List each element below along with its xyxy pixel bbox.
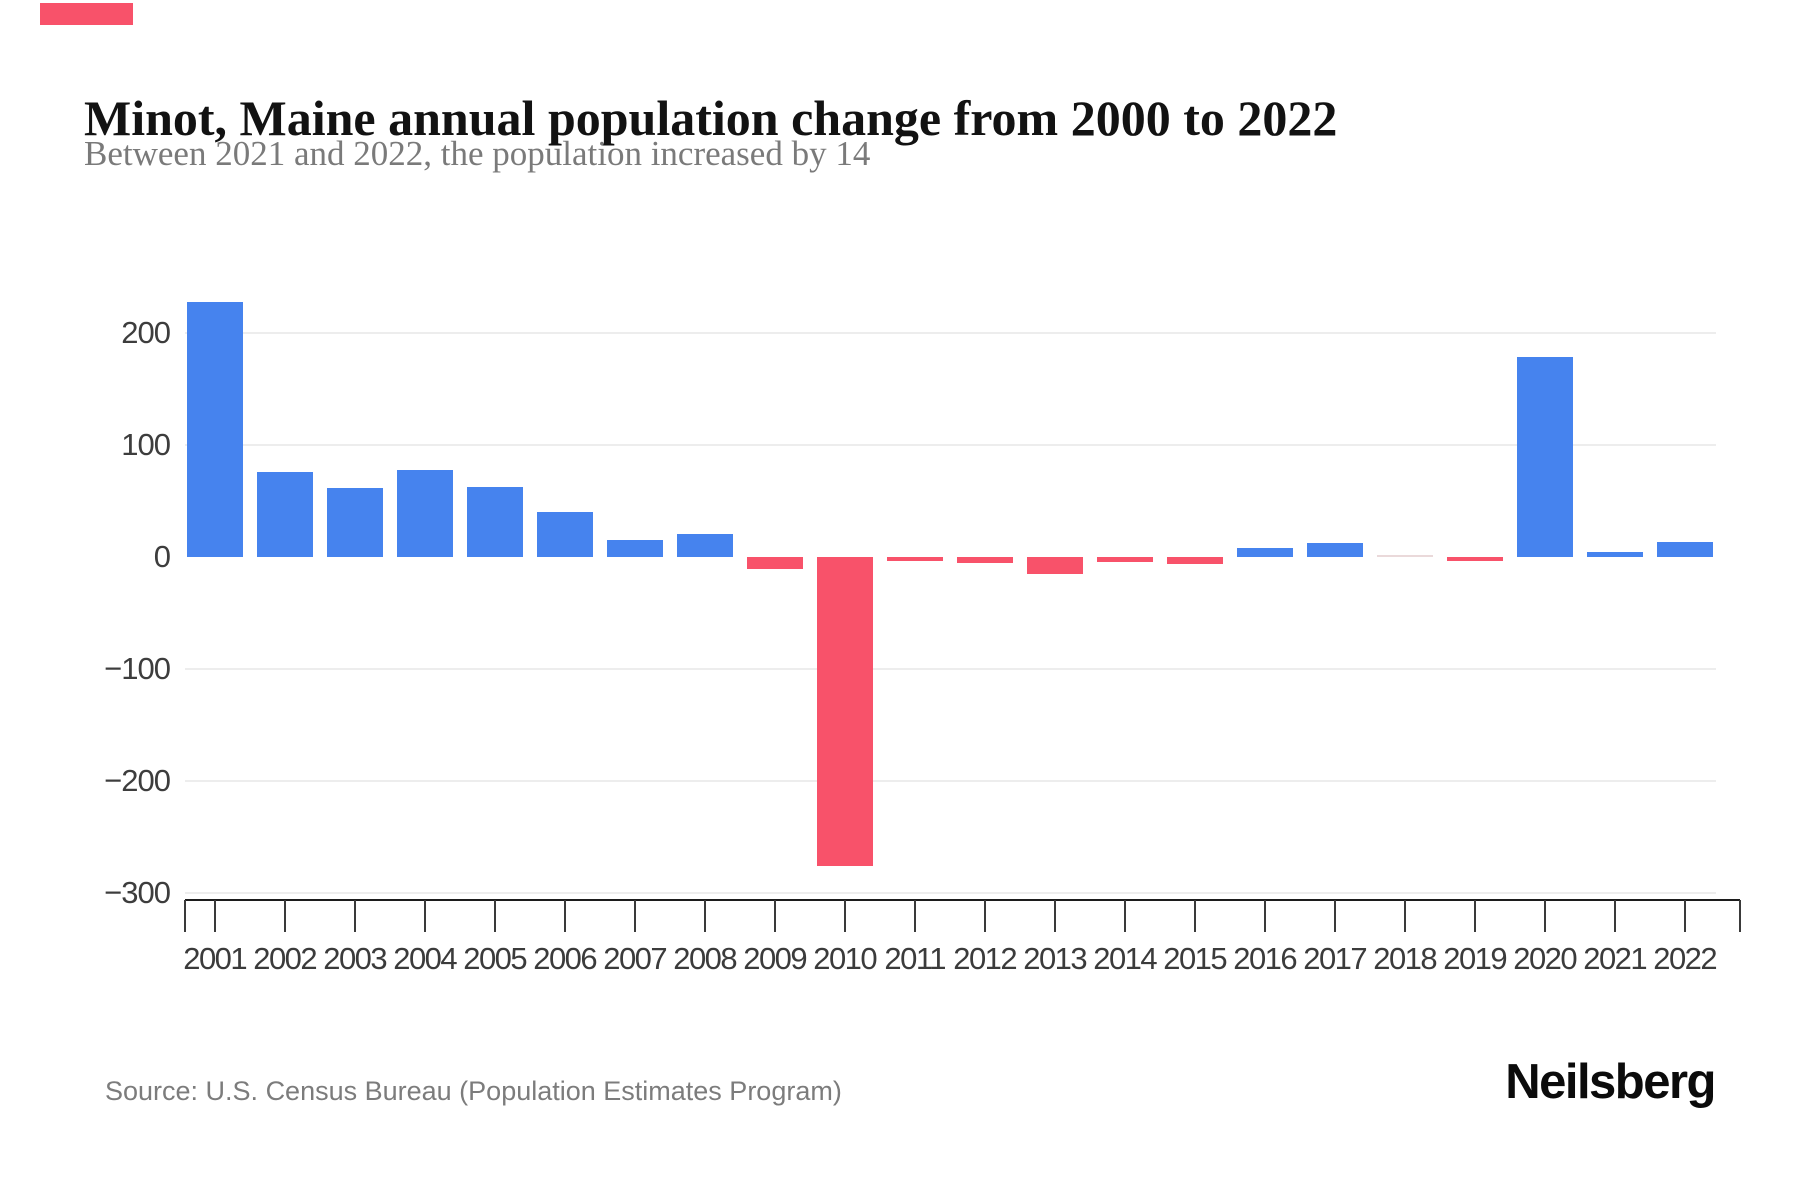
bar-2001[interactable] [186,302,243,558]
y-axis-label--100: −100 [104,651,171,687]
x-axis-label-2021: 2021 [1583,941,1647,976]
x-axis-tick [703,900,706,932]
y-axis-label--200: −200 [104,763,171,799]
header-accent-bar [40,3,133,25]
x-axis-label-2009: 2009 [743,941,807,976]
x-axis-label-2005: 2005 [463,941,527,976]
x-axis-label-2008: 2008 [673,941,737,976]
x-axis-line [185,899,1740,901]
x-axis-label-2015: 2015 [1163,941,1227,976]
bar-2002[interactable] [256,472,313,558]
bar-2012[interactable] [956,557,1013,563]
x-axis-tick [773,900,776,932]
x-axis-tick [353,900,356,932]
x-axis-tick [843,900,846,932]
bar-2011[interactable] [886,557,943,561]
x-axis-label-2002: 2002 [253,941,317,976]
bar-2016[interactable] [1236,548,1293,558]
x-axis-label-2022: 2022 [1653,941,1717,976]
y-axis-label--300: −300 [104,875,171,911]
source-note: Source: U.S. Census Bureau (Population E… [105,1076,842,1106]
x-axis-tick [1403,900,1406,932]
gridline--200 [185,780,1716,783]
gridline--300 [185,892,1716,895]
neilsberg-logo[interactable]: Neilsberg [1505,1055,1716,1109]
bar-2021[interactable] [1586,551,1643,558]
x-axis-label-2020: 2020 [1513,941,1577,976]
gridline-100 [185,444,1716,447]
x-axis-label-2018: 2018 [1373,941,1437,976]
bar-2013[interactable] [1026,557,1083,575]
x-axis-tick [1473,900,1476,932]
bar-2017[interactable] [1306,542,1363,558]
x-axis-label-2016: 2016 [1233,941,1297,976]
x-axis-tick [1683,900,1686,932]
x-axis-tick [1123,900,1126,932]
bar-2003[interactable] [326,488,383,558]
bar-2019[interactable] [1446,557,1503,561]
x-axis-label-2004: 2004 [393,941,457,976]
bar-2008[interactable] [676,533,733,558]
gridline-200 [185,332,1716,335]
bar-2006[interactable] [536,511,593,558]
x-axis-tick [493,900,496,932]
y-axis-label-200: 200 [121,315,171,351]
x-axis-label-2019: 2019 [1443,941,1507,976]
x-axis-tick [423,900,426,932]
bar-2015[interactable] [1166,557,1223,565]
x-axis-tick [913,900,916,932]
bar-2022[interactable] [1656,541,1713,558]
bar-2018[interactable] [1376,555,1433,558]
y-axis-label-0: 0 [153,539,171,575]
bar-2004[interactable] [396,470,453,558]
x-axis-label-2011: 2011 [884,941,946,976]
chart-subtitle: Between 2021 and 2022, the population in… [84,134,871,173]
gridline--100 [185,668,1716,671]
x-axis-tick [1193,900,1196,932]
x-axis-tick [563,900,566,932]
x-axis-label-2017: 2017 [1303,941,1367,976]
x-axis-tick [1543,900,1546,932]
bar-2020[interactable] [1516,356,1573,558]
x-axis-label-2010: 2010 [813,941,877,976]
x-axis-tick [184,900,186,932]
x-axis-label-2007: 2007 [603,941,667,976]
y-axis-label-100: 100 [121,427,171,463]
page-title: Minot, Maine annual population change fr… [84,89,1338,146]
x-axis-label-2003: 2003 [323,941,387,976]
x-axis-tick [1613,900,1616,932]
x-axis-label-2013: 2013 [1023,941,1087,976]
x-axis-label-2014: 2014 [1093,941,1157,976]
x-axis-tick [1739,900,1741,932]
x-axis-label-2006: 2006 [533,941,597,976]
x-axis-tick [1333,900,1336,932]
x-axis-tick [213,900,216,932]
x-axis-tick [1263,900,1266,932]
bar-2007[interactable] [606,539,663,558]
x-axis-label-2012: 2012 [953,941,1017,976]
x-axis-label-2001: 2001 [183,941,247,976]
bar-2005[interactable] [466,486,523,558]
bar-2009[interactable] [746,557,803,569]
bar-2014[interactable] [1096,557,1153,562]
bar-2010[interactable] [816,557,873,867]
x-axis-tick [1053,900,1056,932]
x-axis-tick [983,900,986,932]
x-axis-tick [283,900,286,932]
x-axis-tick [633,900,636,932]
